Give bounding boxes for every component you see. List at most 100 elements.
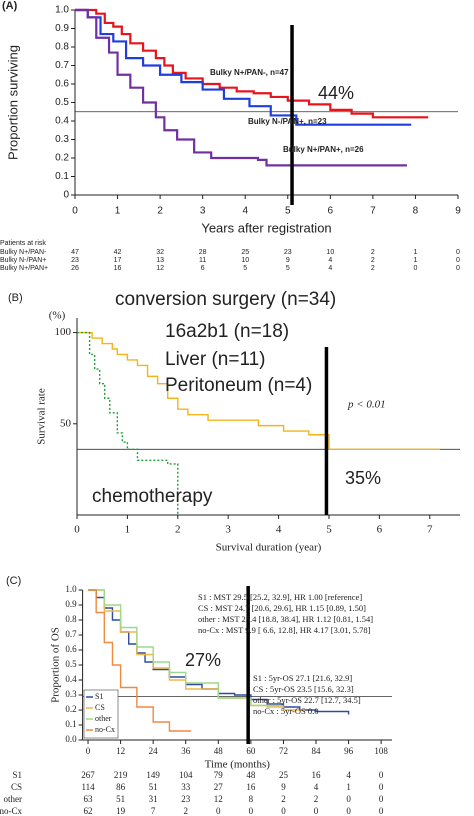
annotation: Liver (n=11) (165, 349, 266, 370)
series-label: Bulky N+/PAN-, n=47 (210, 68, 289, 77)
series-label: Bulky N+/PAN+, n=26 (283, 145, 364, 154)
x-tick-label: 72 (279, 746, 288, 756)
legend-label: other (95, 714, 112, 723)
y-tick-label: 0.7 (55, 60, 69, 71)
risk-count: 0 (456, 257, 460, 264)
y-tick-label: 0.1 (65, 719, 76, 729)
risk-count: 2 (371, 265, 375, 272)
y-tick-label: 0.4 (55, 116, 69, 127)
risk-row-label: other (4, 794, 23, 804)
legend-label: S1 (95, 692, 103, 701)
y-tick-label: 0.8 (55, 42, 69, 53)
risk-count: 219 (114, 770, 128, 780)
y-tick-label: 0.3 (55, 134, 69, 145)
risk-count: 42 (114, 249, 122, 256)
risk-row-label: S1 (12, 770, 22, 780)
risk-count: 104 (179, 770, 193, 780)
survival-curve (77, 331, 440, 451)
panel-label: (B) (8, 292, 23, 304)
legend-label: no-Cx (95, 725, 115, 734)
risk-count: 16 (114, 265, 122, 272)
x-tick-label: 8 (413, 206, 419, 217)
y-tick-label: 1.0 (55, 5, 69, 16)
y-unit: (%) (49, 310, 66, 322)
risk-count: 2 (281, 794, 286, 804)
panel-label: (A) (2, 0, 18, 12)
risk-count: 28 (199, 249, 207, 256)
risk-count: 5 (286, 265, 290, 272)
survival-curve (77, 331, 179, 515)
y-tick-label: 1.0 (65, 584, 77, 594)
risk-count: 31 (149, 794, 158, 804)
risk-table-title: Patients at risk (0, 240, 46, 247)
x-tick-label: 3 (200, 206, 206, 217)
risk-count: 0 (379, 782, 384, 792)
risk-count: 0 (216, 806, 221, 816)
annotation: no-Cx : 5yr-OS 0.0 (253, 706, 318, 716)
risk-count: 0 (281, 806, 286, 816)
x-tick-label: 0 (74, 524, 80, 536)
risk-row-label: Bulky N+/PAN+ (0, 265, 48, 272)
y-tick-label: 0.6 (65, 644, 77, 654)
y-tick-label: 0.7 (65, 629, 77, 639)
risk-count: 23 (181, 794, 191, 804)
x-tick-label: 7 (427, 524, 433, 536)
risk-count: 0 (379, 794, 384, 804)
x-tick-label: 2 (157, 206, 163, 217)
survival-curve (75, 8, 429, 119)
risk-count: 2 (183, 806, 188, 816)
annotation: no-Cx : MST 9.9 [ 6.6, 12.8], HR 4.17 [3… (198, 625, 371, 635)
x-tick-label: 7 (370, 206, 376, 217)
risk-count: 2 (314, 794, 319, 804)
series-label: chemotherapy (92, 486, 213, 507)
risk-count: 25 (279, 770, 289, 780)
y-tick-label: 0.1 (55, 171, 69, 182)
risk-count: 0 (346, 794, 351, 804)
x-tick-label: 6 (377, 524, 383, 536)
risk-count: 149 (146, 770, 160, 780)
survival-curve (75, 8, 412, 126)
x-tick-label: 0 (86, 746, 91, 756)
y-tick-label: 0.2 (65, 704, 76, 714)
x-tick-label: 0 (72, 206, 78, 217)
x-tick-label: 5 (326, 524, 332, 536)
risk-count: 9 (286, 257, 290, 264)
x-tick-label: 84 (312, 746, 322, 756)
risk-count: 23 (71, 257, 79, 264)
risk-row-label: Bulky N-/PAN+ (0, 257, 46, 264)
risk-count: 9 (281, 782, 286, 792)
y-tick-label: 100 (55, 326, 72, 338)
risk-count: 4 (314, 782, 319, 792)
risk-count: 62 (84, 806, 93, 816)
y-tick-label: 0.6 (55, 79, 69, 90)
risk-count: 4 (328, 265, 332, 272)
y-tick-label: 0.5 (55, 97, 69, 108)
risk-count: 12 (156, 265, 164, 272)
risk-count: 0 (379, 770, 384, 780)
risk-count: 267 (81, 770, 95, 780)
risk-count: 12 (214, 794, 223, 804)
risk-count: 0 (314, 806, 319, 816)
annotation: other : 5yr-OS 22.7 [12.7, 34.5] (253, 695, 361, 705)
x-tick-label: 60 (246, 746, 256, 756)
x-axis-title: Years after registration (201, 220, 331, 235)
legend-label: CS (95, 703, 105, 712)
risk-count: 0 (456, 265, 460, 272)
risk-count: 0 (346, 806, 351, 816)
y-tick-label: 50 (60, 417, 72, 429)
y-tick-label: 0.9 (55, 23, 69, 34)
risk-count: 7 (151, 806, 156, 816)
risk-count: 4 (328, 257, 332, 264)
risk-count: 0 (413, 265, 417, 272)
series-label: Bulky N-/PAN+, n=23 (248, 117, 327, 126)
survival-curve (88, 589, 284, 707)
y-axis-title: Proportion of OS (50, 627, 62, 703)
x-tick-label: 5 (285, 206, 291, 217)
x-axis-title: Time (months) (205, 759, 271, 771)
annotation: S1 : MST 29.5 [25.2, 32.9], HR 1.00 [ref… (198, 592, 362, 602)
risk-count: 48 (246, 770, 256, 780)
risk-count: 0 (379, 806, 384, 816)
annotation: 16a2b1 (n=18) (165, 321, 289, 342)
risk-count: 114 (81, 782, 95, 792)
x-tick-label: 108 (374, 746, 388, 756)
